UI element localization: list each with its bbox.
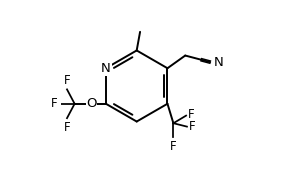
- Text: F: F: [170, 140, 177, 153]
- Text: O: O: [86, 97, 97, 110]
- Text: F: F: [51, 97, 58, 110]
- Text: N: N: [214, 56, 224, 69]
- Text: N: N: [101, 62, 111, 75]
- Text: F: F: [64, 121, 70, 134]
- Text: F: F: [64, 74, 70, 87]
- Text: F: F: [189, 120, 195, 133]
- Text: F: F: [188, 108, 194, 121]
